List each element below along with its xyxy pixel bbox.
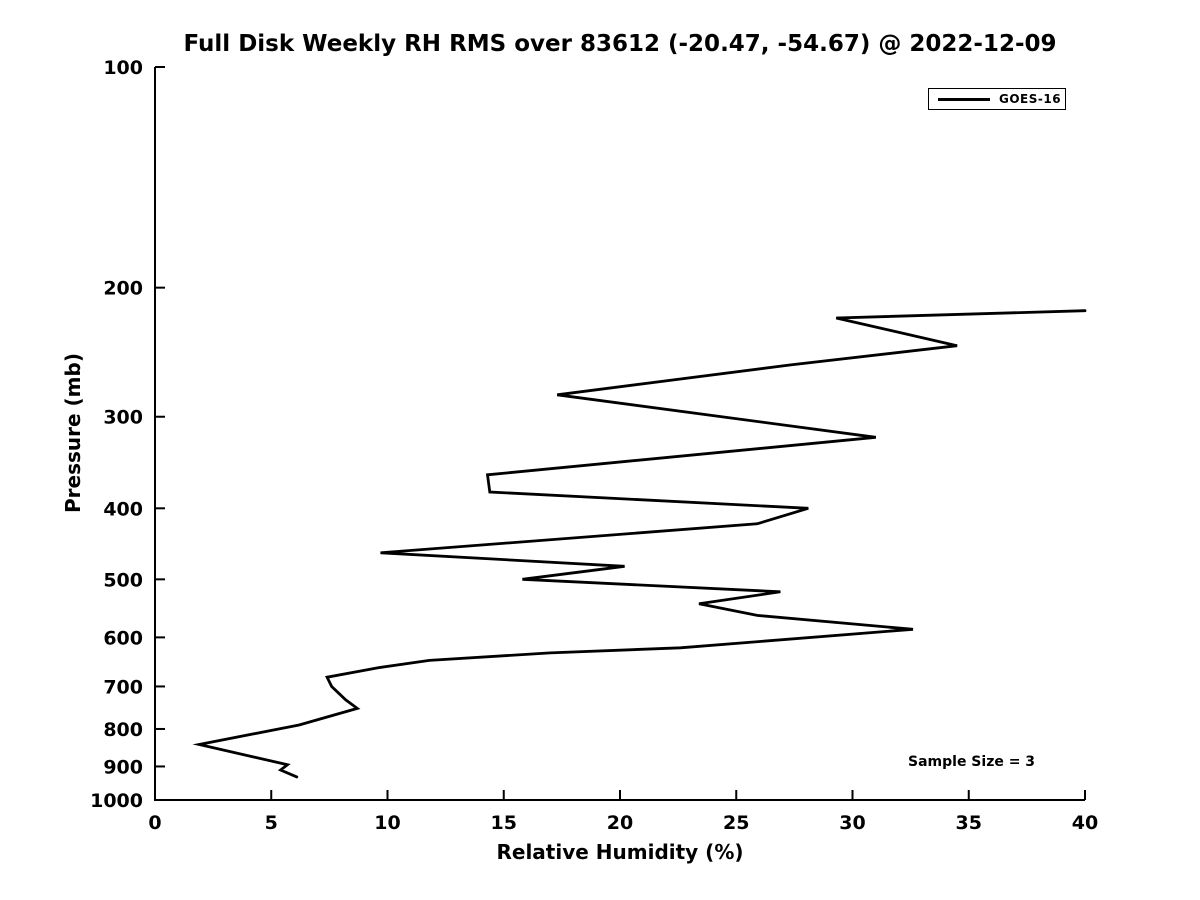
x-tick-label: 10 — [374, 812, 400, 834]
x-tick-label: 0 — [148, 812, 161, 834]
y-tick-label: 500 — [103, 569, 143, 591]
legend-line-sample — [938, 97, 990, 101]
x-axis-label: Relative Humidity (%) — [496, 840, 744, 864]
sample-size-annotation: Sample Size = 3 — [908, 754, 1036, 770]
y-tick-label: 700 — [103, 676, 143, 698]
x-tick-label: 15 — [491, 812, 517, 834]
y-tick-label: 1000 — [90, 790, 143, 812]
x-tick-label: 5 — [265, 812, 278, 834]
y-tick-label: 600 — [103, 627, 143, 649]
x-tick-label: 20 — [607, 812, 633, 834]
x-tick-label: 25 — [723, 812, 749, 834]
series-line-goes-16 — [192, 309, 1087, 779]
y-tick-label: 400 — [103, 498, 143, 520]
y-tick-label: 300 — [103, 407, 143, 429]
legend-series-label: GOES-16 — [999, 92, 1062, 106]
y-tick-label: 800 — [103, 719, 143, 741]
x-tick-label: 30 — [839, 812, 865, 834]
x-tick-label: 35 — [956, 812, 982, 834]
y-tick-label: 200 — [103, 278, 143, 300]
y-axis-label-text: Pressure (mb) — [61, 353, 85, 513]
y-tick-label: 100 — [103, 57, 143, 79]
chart-title: Full Disk Weekly RH RMS over 83612 (-20.… — [183, 31, 1057, 57]
x-tick-label: 40 — [1072, 812, 1098, 834]
legend-box: GOES-16 — [928, 88, 1066, 110]
y-tick-label: 900 — [103, 756, 143, 778]
